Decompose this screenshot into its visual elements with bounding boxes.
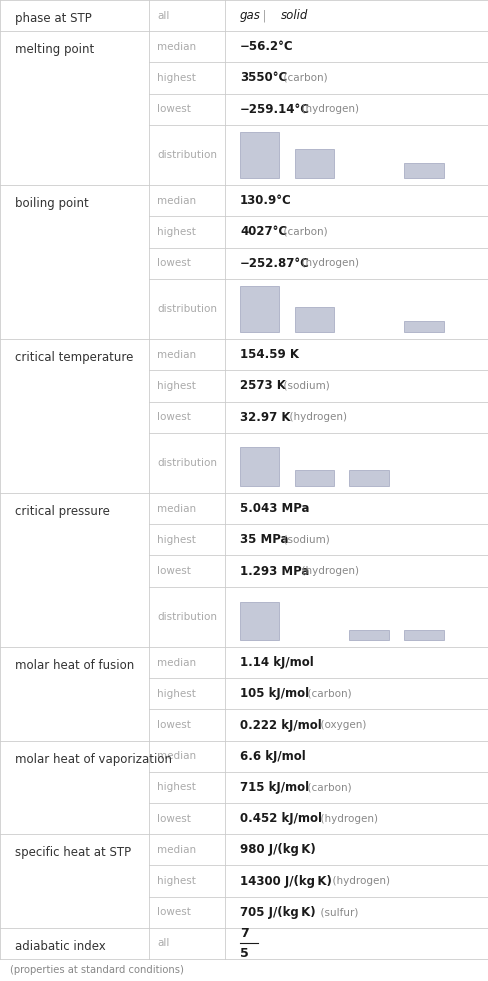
Text: all: all	[157, 11, 169, 21]
Text: highest: highest	[157, 227, 196, 237]
Text: 980 J/(kg K): 980 J/(kg K)	[240, 844, 315, 856]
Bar	[294, 307, 333, 333]
Text: highest: highest	[157, 73, 196, 83]
Text: median: median	[157, 751, 196, 761]
Text: median: median	[157, 196, 196, 206]
Text: 5: 5	[240, 947, 248, 959]
Text: distribution: distribution	[157, 612, 217, 622]
Text: −56.2°C: −56.2°C	[240, 40, 293, 53]
Text: lowest: lowest	[157, 566, 191, 576]
Text: (hydrogen): (hydrogen)	[325, 876, 389, 886]
Text: gas: gas	[240, 9, 260, 23]
Text: phase at STP: phase at STP	[15, 12, 92, 25]
Text: 7: 7	[240, 927, 248, 940]
Text: critical temperature: critical temperature	[15, 351, 133, 364]
Text: (hydrogen): (hydrogen)	[295, 104, 359, 114]
Text: adiabatic index: adiabatic index	[15, 940, 105, 953]
Text: 32.97 K: 32.97 K	[240, 411, 290, 424]
Text: (oxygen): (oxygen)	[313, 720, 365, 730]
Text: (carbon): (carbon)	[276, 227, 327, 237]
Text: distribution: distribution	[157, 304, 217, 314]
Text: 3550°C: 3550°C	[240, 72, 286, 84]
Text: 130.9°C: 130.9°C	[240, 194, 291, 207]
Text: highest: highest	[157, 689, 196, 698]
Bar	[349, 630, 388, 640]
Text: (hydrogen): (hydrogen)	[313, 813, 377, 824]
Bar	[404, 163, 443, 179]
Text: 715 kJ/mol: 715 kJ/mol	[240, 781, 308, 794]
Bar	[294, 149, 333, 179]
Text: −259.14°C: −259.14°C	[240, 103, 309, 116]
Text: 1.293 MPa: 1.293 MPa	[240, 565, 309, 578]
Text: highest: highest	[157, 535, 196, 544]
Bar	[349, 470, 388, 486]
Text: solid: solid	[280, 9, 307, 23]
Text: (carbon): (carbon)	[301, 689, 351, 698]
Text: highest: highest	[157, 381, 196, 390]
Text: highest: highest	[157, 876, 196, 886]
Bar	[240, 446, 279, 486]
Bar	[294, 470, 333, 486]
Text: median: median	[157, 503, 196, 514]
Text: 0.452 kJ/mol: 0.452 kJ/mol	[240, 812, 321, 825]
Text: 1.14 kJ/mol: 1.14 kJ/mol	[240, 656, 313, 669]
Text: (hydrogen): (hydrogen)	[295, 258, 359, 268]
Text: lowest: lowest	[157, 412, 191, 422]
Text: molar heat of vaporization: molar heat of vaporization	[15, 752, 172, 765]
Text: distribution: distribution	[157, 150, 217, 160]
Text: (properties at standard conditions): (properties at standard conditions)	[10, 965, 183, 975]
Text: 0.222 kJ/mol: 0.222 kJ/mol	[240, 718, 321, 732]
Text: |: |	[255, 9, 274, 23]
Text: 35 MPa: 35 MPa	[240, 534, 288, 546]
Bar	[240, 285, 279, 333]
Text: (sodium): (sodium)	[276, 381, 329, 390]
Text: (carbon): (carbon)	[276, 73, 327, 83]
Text: 5.043 MPa: 5.043 MPa	[240, 502, 309, 515]
Text: (sodium): (sodium)	[276, 535, 329, 544]
Text: −252.87°C: −252.87°C	[240, 257, 309, 270]
Text: lowest: lowest	[157, 813, 191, 824]
Text: median: median	[157, 42, 196, 52]
Text: median: median	[157, 845, 196, 854]
Text: median: median	[157, 349, 196, 360]
Text: (hydrogen): (hydrogen)	[295, 566, 359, 576]
Text: (hydrogen): (hydrogen)	[283, 412, 346, 422]
Text: all: all	[157, 939, 169, 949]
Text: 705 J/(kg K): 705 J/(kg K)	[240, 905, 315, 919]
Text: molar heat of fusion: molar heat of fusion	[15, 659, 134, 672]
Text: 2573 K: 2573 K	[240, 380, 285, 392]
Text: specific heat at STP: specific heat at STP	[15, 847, 131, 859]
Text: 6.6 kJ/mol: 6.6 kJ/mol	[240, 749, 305, 763]
Text: boiling point: boiling point	[15, 197, 88, 210]
Text: distribution: distribution	[157, 458, 217, 468]
Text: 154.59 K: 154.59 K	[240, 348, 298, 361]
Text: highest: highest	[157, 783, 196, 793]
Text: lowest: lowest	[157, 720, 191, 730]
Text: lowest: lowest	[157, 907, 191, 917]
Text: lowest: lowest	[157, 104, 191, 114]
Text: (sulfur): (sulfur)	[313, 907, 357, 917]
Text: (carbon): (carbon)	[301, 783, 351, 793]
Text: 14300 J/(kg K): 14300 J/(kg K)	[240, 874, 331, 888]
Text: median: median	[157, 657, 196, 668]
Bar	[240, 131, 279, 179]
Text: 4027°C: 4027°C	[240, 226, 286, 238]
Bar	[404, 630, 443, 640]
Text: 105 kJ/mol: 105 kJ/mol	[240, 688, 308, 700]
Bar	[404, 321, 443, 333]
Bar	[240, 602, 279, 640]
Text: critical pressure: critical pressure	[15, 505, 110, 518]
Text: melting point: melting point	[15, 43, 94, 56]
Text: lowest: lowest	[157, 258, 191, 268]
